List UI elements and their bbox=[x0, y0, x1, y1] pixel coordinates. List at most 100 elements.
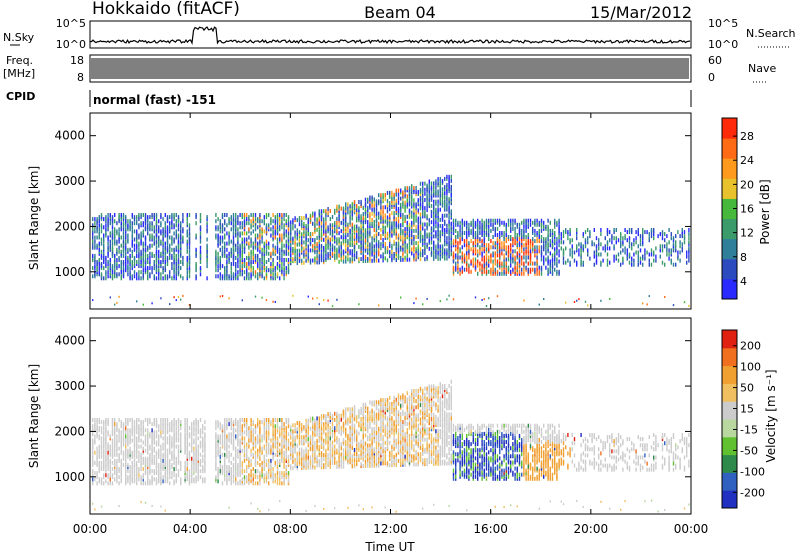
scatter-cell bbox=[151, 253, 153, 258]
scatter-cell bbox=[175, 247, 177, 252]
scatter-cell bbox=[285, 229, 287, 234]
scatter-cell bbox=[351, 222, 353, 227]
scatter-cell bbox=[437, 252, 439, 257]
scatter-cell bbox=[305, 246, 307, 251]
scatter-cell bbox=[177, 268, 180, 273]
scatter-cell bbox=[400, 223, 402, 228]
scatter-cell bbox=[151, 446, 153, 451]
scatter-cell bbox=[166, 458, 169, 463]
scatter-cell bbox=[631, 228, 633, 232]
scatter-cell bbox=[129, 266, 131, 271]
scatter-cell bbox=[94, 450, 96, 455]
scatter-cell bbox=[336, 204, 338, 209]
scatter-cell bbox=[598, 242, 600, 247]
scatter-cell bbox=[276, 245, 279, 250]
scatter-cell bbox=[633, 252, 635, 257]
scatter-cell bbox=[252, 213, 254, 217]
scatter-cell bbox=[120, 438, 122, 443]
scatter-cell bbox=[492, 235, 494, 239]
scatter-cell bbox=[226, 272, 228, 277]
scatter-cell bbox=[600, 232, 602, 237]
scatter-cell bbox=[287, 251, 290, 256]
scatter-cell bbox=[523, 247, 525, 252]
scatter-cell bbox=[206, 258, 208, 262]
scatter-cell bbox=[389, 243, 391, 248]
scatter-cell bbox=[400, 213, 402, 217]
scatter-cell bbox=[558, 231, 560, 235]
scatter-cell bbox=[452, 241, 455, 246]
scatter-cell bbox=[191, 440, 193, 445]
scatter-cell bbox=[455, 218, 457, 223]
scatter-cell bbox=[303, 230, 305, 235]
scatter-cell bbox=[131, 418, 133, 422]
scatter-cell bbox=[545, 265, 547, 270]
scatter-cell bbox=[100, 450, 103, 455]
scatter-cell bbox=[430, 226, 433, 231]
scatter-cell bbox=[301, 216, 303, 220]
scatter-cell bbox=[415, 255, 417, 260]
scatter-cell bbox=[404, 214, 406, 219]
scatter-cell bbox=[336, 298, 338, 301]
scatter-cell bbox=[400, 227, 402, 232]
scatter-cell bbox=[147, 247, 149, 252]
scatter-cell bbox=[94, 418, 96, 422]
scatter-cell bbox=[430, 214, 433, 219]
scatter-cell bbox=[160, 463, 162, 467]
scatter-cell bbox=[281, 215, 283, 220]
scatter-cell bbox=[536, 237, 538, 242]
scatter-cell bbox=[270, 264, 272, 269]
scatter-cell bbox=[675, 244, 677, 249]
scatter-cell bbox=[419, 251, 422, 256]
scatter-cell bbox=[265, 229, 268, 234]
scatter-cell bbox=[105, 219, 107, 224]
scatter-cell bbox=[131, 469, 133, 474]
scatter-cell bbox=[246, 262, 248, 266]
scatter-cell bbox=[598, 252, 600, 257]
scatter-cell bbox=[492, 251, 494, 256]
scatter-cell bbox=[160, 251, 162, 256]
scatter-cell bbox=[164, 479, 166, 484]
scatter-cell bbox=[400, 296, 402, 299]
scatter-cell bbox=[114, 233, 116, 238]
scatter-cell bbox=[171, 266, 173, 271]
scatter-cell bbox=[373, 219, 375, 224]
scatter-cell bbox=[391, 221, 393, 226]
scatter-cell bbox=[417, 245, 419, 250]
scatter-cell bbox=[503, 237, 505, 242]
scatter-cell bbox=[331, 223, 334, 228]
scatter-cell bbox=[600, 252, 602, 257]
scatter-cell bbox=[259, 223, 261, 228]
scatter-cell bbox=[342, 206, 345, 211]
scatter-cell bbox=[118, 452, 120, 457]
scatter-cell bbox=[175, 456, 177, 461]
scatter-cell bbox=[136, 444, 138, 449]
scatter-cell bbox=[345, 210, 347, 215]
scatter-cell bbox=[193, 438, 195, 443]
scatter-cell bbox=[173, 473, 175, 478]
scatter-cell bbox=[155, 456, 158, 461]
scatter-cell bbox=[111, 442, 114, 447]
scatter-cell bbox=[624, 234, 626, 239]
scatter-cell bbox=[400, 231, 402, 236]
scatter-cell bbox=[118, 249, 120, 254]
scatter-cell bbox=[360, 228, 362, 233]
scatter-cell bbox=[499, 218, 501, 223]
scatter-cell bbox=[620, 250, 622, 255]
scatter-cell bbox=[270, 227, 272, 232]
scatter-cell bbox=[637, 244, 639, 249]
scatter-cell bbox=[386, 223, 389, 228]
scatter-cell bbox=[369, 197, 371, 202]
scatter-cell bbox=[105, 479, 107, 484]
scatter-cell bbox=[499, 241, 501, 246]
scatter-cell bbox=[688, 258, 690, 263]
scatter-cell bbox=[285, 243, 287, 248]
scatter-cell bbox=[395, 190, 397, 195]
scatter-cell bbox=[404, 245, 406, 250]
scatter-cell bbox=[314, 256, 316, 261]
scatter-cell bbox=[111, 268, 114, 273]
scatter-cell bbox=[375, 199, 378, 204]
scatter-cell bbox=[426, 202, 428, 206]
scatter-cell bbox=[382, 231, 384, 236]
scatter-cell bbox=[173, 213, 175, 217]
scatter-cell bbox=[294, 230, 296, 235]
